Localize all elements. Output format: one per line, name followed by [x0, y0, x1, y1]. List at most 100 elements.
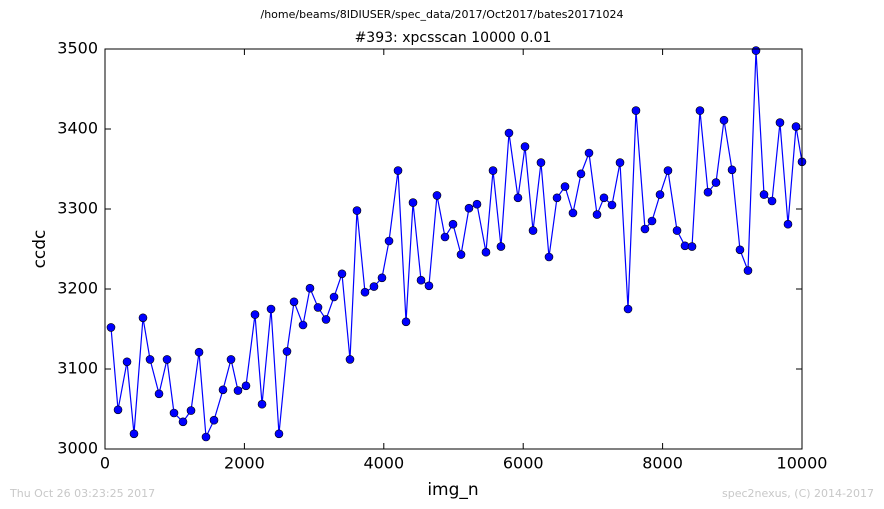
marker — [775, 118, 785, 127]
plot-frame — [104, 48, 803, 450]
marker — [607, 200, 617, 210]
marker — [615, 158, 625, 167]
marker — [759, 190, 769, 199]
credit: spec2nexus, (C) 2014-2017 — [722, 487, 874, 500]
marker — [313, 303, 323, 312]
timestamp: Thu Oct 26 03:23:25 2017 — [9, 487, 155, 500]
marker — [194, 347, 204, 357]
marker — [751, 46, 761, 55]
marker — [298, 320, 308, 330]
marker — [488, 166, 498, 175]
x-tick-label: 10000 — [777, 454, 828, 473]
marker — [274, 429, 284, 439]
x-tick-label: 8000 — [642, 454, 683, 473]
marker — [106, 323, 116, 332]
marker — [329, 292, 339, 302]
marker — [672, 226, 682, 235]
y-axis-label: ccdc — [30, 230, 50, 269]
marker — [345, 355, 355, 364]
marker — [416, 275, 426, 285]
marker — [113, 405, 123, 415]
marker — [481, 247, 491, 257]
marker — [767, 196, 777, 206]
suptitle: /home/beams/8IDIUSER/spec_data/2017/Oct2… — [261, 8, 624, 21]
marker — [154, 389, 164, 399]
marker — [266, 304, 276, 314]
marker — [655, 190, 665, 199]
marker — [536, 158, 546, 167]
marker — [599, 193, 609, 203]
marker — [504, 128, 514, 138]
y-tick-label: 3500 — [57, 39, 98, 58]
marker — [783, 219, 793, 229]
marker — [719, 115, 729, 125]
marker — [178, 417, 188, 427]
x-tick-label: 0 — [100, 454, 110, 473]
marker — [384, 236, 394, 246]
marker — [226, 355, 236, 364]
marker — [352, 206, 362, 215]
marker — [369, 282, 379, 291]
marker — [472, 199, 482, 209]
x-tick-label: 6000 — [503, 454, 544, 473]
marker — [393, 166, 403, 175]
marker — [584, 148, 594, 158]
marker — [544, 252, 554, 262]
marker — [568, 208, 578, 218]
marker — [233, 386, 243, 395]
marker — [432, 191, 442, 200]
marker — [145, 355, 155, 364]
marker — [138, 313, 148, 323]
marker — [162, 355, 172, 364]
marker — [337, 269, 347, 279]
marker — [241, 381, 251, 391]
marker — [282, 347, 292, 356]
x-axis-label: img_n — [427, 480, 478, 500]
marker — [289, 297, 299, 307]
marker — [129, 429, 139, 439]
marker — [623, 304, 633, 314]
marker — [201, 432, 211, 442]
y-tick-label: 3100 — [57, 359, 98, 378]
marker — [592, 210, 602, 219]
y-tick-label: 3400 — [57, 119, 98, 138]
marker — [735, 245, 745, 255]
marker — [305, 283, 315, 293]
marker — [528, 226, 538, 235]
marker — [687, 242, 697, 251]
marker — [576, 169, 586, 179]
marker — [448, 219, 458, 229]
marker — [122, 357, 132, 367]
marker — [711, 178, 721, 187]
marker — [552, 193, 562, 203]
marker — [647, 216, 657, 226]
y-tick-label: 3300 — [57, 199, 98, 218]
marker — [513, 193, 523, 203]
marker — [169, 408, 179, 418]
marker — [250, 310, 260, 319]
marker — [186, 406, 196, 415]
marker — [663, 166, 673, 175]
marker — [695, 106, 705, 115]
marker — [321, 315, 331, 324]
marker — [209, 415, 219, 425]
x-tick-label: 2000 — [224, 454, 265, 473]
marker — [520, 142, 530, 151]
y-tick-label: 3000 — [57, 439, 98, 458]
marker — [640, 224, 650, 234]
marker — [218, 385, 228, 395]
marker — [727, 165, 737, 175]
marker — [408, 198, 418, 207]
marker — [496, 242, 506, 251]
marker — [401, 317, 411, 327]
marker — [680, 241, 690, 251]
marker — [377, 273, 387, 283]
marker — [631, 106, 641, 115]
marker — [743, 266, 753, 275]
marker — [257, 399, 267, 409]
marker — [703, 187, 713, 197]
marker — [560, 182, 570, 191]
marker — [424, 281, 434, 291]
marker — [791, 122, 801, 131]
